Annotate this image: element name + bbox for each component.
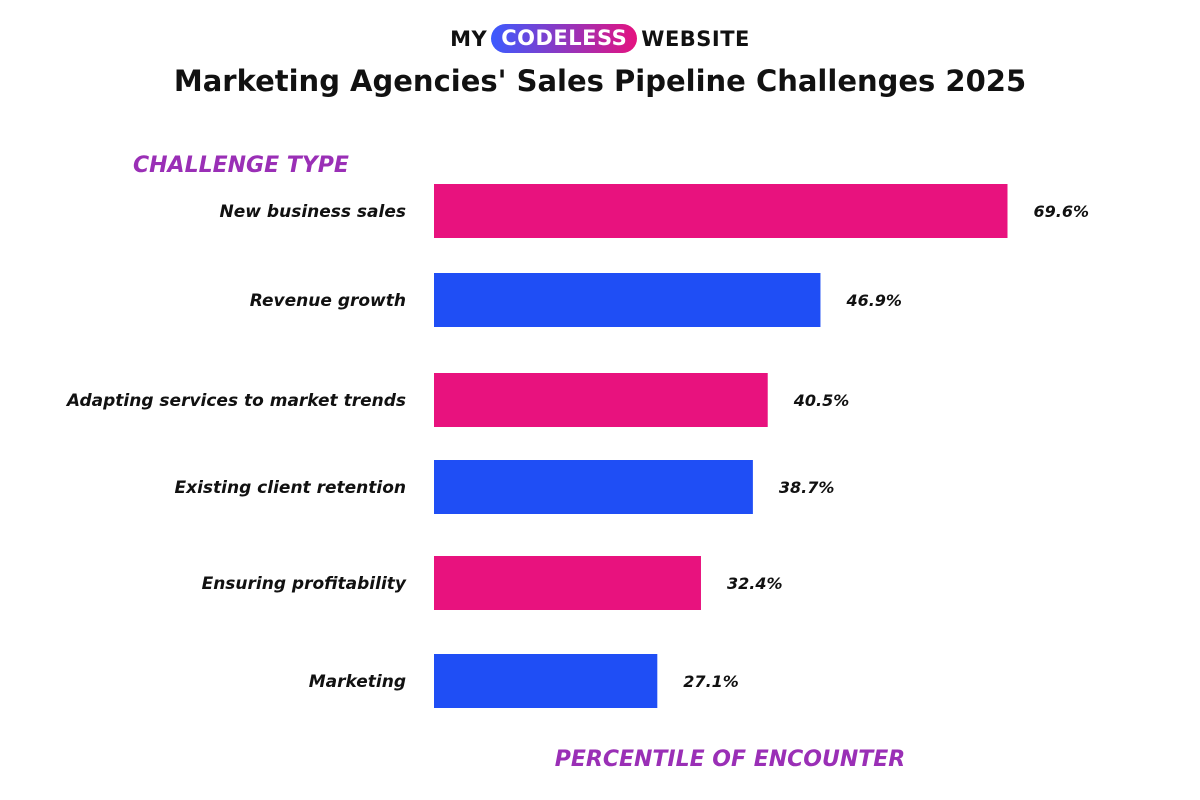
bar-5 <box>434 556 701 610</box>
y-axis-title: CHALLENGE TYPE <box>133 153 349 178</box>
bar-4 <box>434 460 753 514</box>
category-label: Existing client retention <box>175 478 406 498</box>
chart-title: Marketing Agencies' Sales Pipeline Chall… <box>173 64 1027 98</box>
category-label: Revenue growth <box>250 291 406 311</box>
value-label: 40.5% <box>793 391 850 410</box>
value-label: 27.1% <box>683 672 739 691</box>
bar-2 <box>434 273 821 327</box>
category-label: Marketing <box>309 672 406 692</box>
brand-logo: MY CODELESS WEBSITE <box>0 24 1200 53</box>
category-label: Ensuring profitability <box>202 574 407 594</box>
value-label: 38.7% <box>779 478 835 497</box>
bar-3 <box>434 373 768 427</box>
x-axis-title: PERCENTILE OF ENCOUNTER <box>555 747 906 772</box>
logo-text-codeless: CODELESS <box>491 24 638 53</box>
bar-1 <box>434 184 1008 238</box>
logo-text-my: MY <box>450 26 488 51</box>
bar-6 <box>434 654 658 708</box>
value-label: 46.9% <box>845 291 902 310</box>
logo-text-website: WEBSITE <box>641 26 750 51</box>
category-label: New business sales <box>220 202 406 222</box>
value-label: 32.4% <box>727 574 783 593</box>
bars-layer: New business sales 69.6% Revenue growth 46.… <box>65 184 1089 708</box>
category-label: Adapting services to market trends <box>65 391 406 411</box>
value-label: 69.6% <box>1034 202 1090 221</box>
